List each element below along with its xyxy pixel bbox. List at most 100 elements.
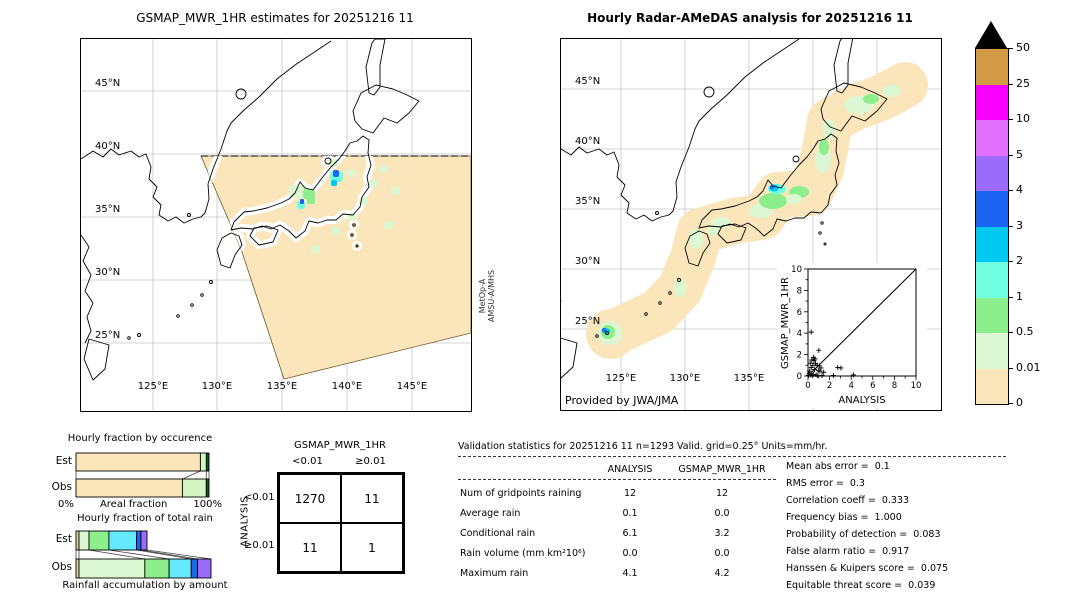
validation-row: Rain volume (mm km²10⁶) 0.0 0.0 xyxy=(458,545,798,565)
validation-row: Maximum rain 4.1 4.2 xyxy=(458,565,798,585)
scatter-point xyxy=(816,347,822,353)
svg-text:4: 4 xyxy=(797,329,802,339)
gsmap-lon-tick: 140°E xyxy=(331,381,363,392)
svg-text:0: 0 xyxy=(805,381,810,391)
sensor-name: AMSU-A/MHS xyxy=(487,269,496,323)
radar-lon-tick: 135°E xyxy=(733,373,765,384)
contingency-cell-10: 11 xyxy=(279,523,341,572)
validation-metric: Equitable threat score = 0.039 xyxy=(786,580,936,591)
validation-gsmap-value: 4.2 xyxy=(714,568,730,579)
validation-row-label: Rain volume (mm km²10⁶) xyxy=(460,548,586,559)
validation-metric: False alarm ratio = 0.917 xyxy=(786,546,910,557)
validation-analysis-value: 0.1 xyxy=(622,508,638,519)
colorbar-tick-mark xyxy=(1008,154,1013,156)
validation-gsmap-value: 12 xyxy=(715,488,729,499)
totalrain-Est-segment xyxy=(88,530,110,551)
scatter-point xyxy=(811,367,817,373)
gsmap-map-canvas xyxy=(80,38,472,411)
satellite-swath xyxy=(200,155,472,380)
colorbar-block xyxy=(976,368,1008,404)
colorbar-tick-mark xyxy=(1008,190,1013,191)
radar-lat-tick: 40°N xyxy=(575,136,601,147)
svg-text:2: 2 xyxy=(797,351,802,361)
svg-text:8: 8 xyxy=(892,381,897,391)
validation-metrics: Mean abs error = 0.1 RMS error = 0.3 Corre… xyxy=(786,461,1016,597)
svg-text:4: 4 xyxy=(848,381,853,391)
radar-map-title: Hourly Radar-AMeDAS analysis for 2025121… xyxy=(587,11,913,25)
validation-row: Num of gridpoints raining 12 12 xyxy=(458,485,798,505)
gsmap-lat-tick: 45°N xyxy=(95,78,121,89)
occurrence-Obs-segment xyxy=(205,478,210,498)
scatter-points xyxy=(806,329,856,378)
scatter-point xyxy=(808,364,814,370)
validation-rows: Num of gridpoints raining 12 12 Average rai… xyxy=(458,485,798,585)
axis-label: Areal fraction xyxy=(99,499,168,510)
contingency-cell-01: 11 xyxy=(341,474,403,523)
colorbar-block xyxy=(976,297,1008,333)
gsmap-map-title: GSMAP_MWR_1HR estimates for 20251216 11 xyxy=(136,11,414,25)
colorbar-tick-mark xyxy=(1008,225,1013,227)
occurrence-Est-segment xyxy=(205,452,210,472)
validation-gsmap-value: 0.0 xyxy=(714,548,730,559)
colorbar-tick-label: 25 xyxy=(1016,76,1030,90)
contingency-cell-11: 1 xyxy=(341,523,403,572)
validation-metric: Frequency bias = 1.000 xyxy=(786,512,902,523)
totalrain-chart xyxy=(75,530,212,579)
radar-lat-tick: 30°N xyxy=(575,256,601,267)
radar-map: 0 0 2 2 4 4 6 6 8 8 10 10 ANALYSIS GSMAP_MWR_1HR Pr… xyxy=(548,36,942,411)
scatter-ylabel: GSMAP_MWR_1HR xyxy=(780,277,791,369)
colorbar-block xyxy=(976,262,1008,298)
gsmap-lon-tick: 125°E xyxy=(137,381,169,392)
scatter-point xyxy=(810,371,816,377)
svg-text:10: 10 xyxy=(911,381,922,391)
occurrence-chart-title: Hourly fraction by occurence xyxy=(67,433,213,444)
occurrence-axis: 0% Areal fraction 100% xyxy=(58,499,222,510)
satellite-label-wrap: MetOp-A AMSU-A/MHS xyxy=(432,270,542,322)
colorbar-tick-label: 5 xyxy=(1016,147,1023,161)
scatter-point xyxy=(838,365,844,371)
contingency-col-axis: GSMAP_MWR_1HR xyxy=(294,440,386,451)
occurrence-Obs-segment xyxy=(75,478,183,498)
colorbar-tick-mark xyxy=(1008,332,1013,333)
contingency-col-label-2: ≥0.01 xyxy=(355,456,386,467)
colorbar-tick-mark xyxy=(1008,83,1013,85)
colorbar-tick-mark xyxy=(1008,261,1013,262)
scatter-point xyxy=(808,329,814,335)
gsmap-lon-tick: 130°E xyxy=(201,381,233,392)
colorbar-block xyxy=(976,333,1008,369)
totalrain-chart-title: Hourly fraction of total rain xyxy=(77,513,213,524)
scatter-point xyxy=(814,362,820,368)
validation-metric: Correlation coeff = 0.333 xyxy=(786,495,910,506)
gsmap-lon-tick: 145°E xyxy=(396,381,428,392)
validation-metric: Mean abs error = 0.1 xyxy=(786,461,890,472)
scatter-point xyxy=(817,368,823,374)
satellite-label: MetOp-A AMSU-A/MHS xyxy=(478,241,496,351)
totalrain-Obs-segment xyxy=(197,558,212,579)
occurrence-chart xyxy=(75,452,210,498)
totalrain-axis-label: Rainfall accumulation by amount xyxy=(62,580,228,591)
gsmap-map: 45°N 40°N 35°N 30°N 25°N 125°E 130°E 135°E 140°E… xyxy=(80,38,472,412)
colorbar-tick-label: 0 xyxy=(1016,396,1023,409)
scatter-inset: 00 2 2 4 4 6 6 8 8 10 10 ANALYSIS GSMAP_MWR_1HR xyxy=(777,263,927,408)
colorbar-tick-mark xyxy=(1008,48,1013,49)
radar-lon-tick: 125°E xyxy=(605,373,637,384)
totalrain-est-label: Est xyxy=(55,533,72,545)
scatter-point xyxy=(815,372,821,378)
axis-100pct: 100% xyxy=(193,499,222,510)
validation-row: Conditional rain 6.1 3.2 xyxy=(458,525,798,545)
totalrain-Obs-segment xyxy=(190,558,199,579)
validation-metric: RMS error = 0.3 xyxy=(786,478,865,489)
totalrain-Est-segment xyxy=(78,530,90,551)
colorbar-block xyxy=(976,120,1008,156)
validation-row-label: Num of gridpoints raining xyxy=(460,488,582,499)
colorbar-block xyxy=(976,226,1008,262)
gsmap-lat-tick: 25°N xyxy=(95,330,121,341)
scatter-point xyxy=(819,372,825,378)
radar-lon-tick: 130°E xyxy=(669,373,701,384)
totalrain-connector xyxy=(88,549,145,560)
totalrain-Est-segment xyxy=(108,530,138,551)
validation-row-label: Maximum rain xyxy=(460,568,529,579)
axis-0pct: 0% xyxy=(58,499,74,510)
validation-analysis-value: 0.0 xyxy=(622,548,638,559)
